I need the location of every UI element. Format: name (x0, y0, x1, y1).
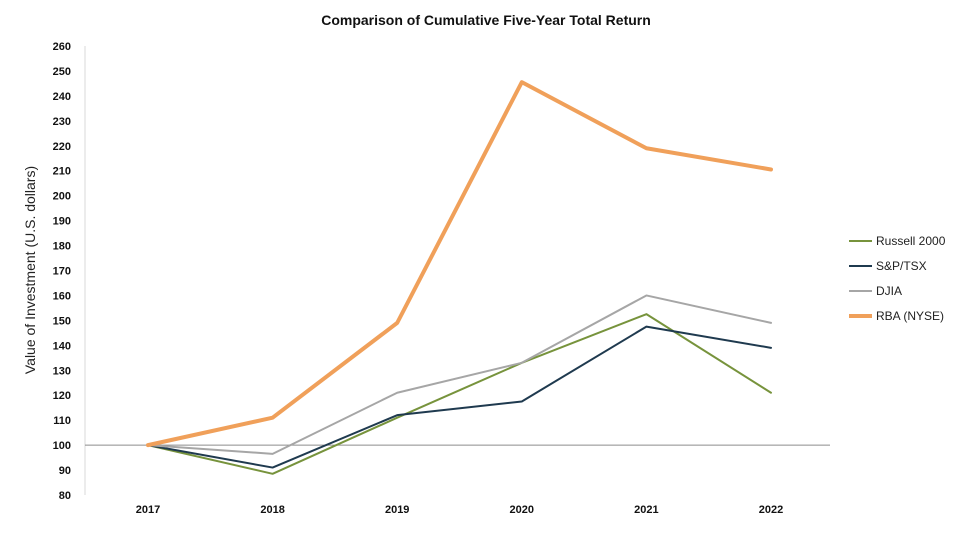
y-tick-label: 120 (53, 390, 71, 402)
y-tick-label: 210 (53, 166, 71, 178)
legend-label: RBA (NYSE) (876, 309, 944, 323)
y-tick-label: 180 (53, 241, 71, 253)
series-line-djia (147, 294, 772, 455)
y-tick-label: 230 (53, 116, 71, 128)
chart-title: Comparison of Cumulative Five-Year Total… (321, 12, 651, 28)
x-tick-label: 2021 (634, 504, 658, 516)
y-tick-label: 240 (53, 91, 71, 103)
y-tick-label: 160 (53, 290, 71, 302)
y-tick-label: 140 (53, 340, 71, 352)
legend: Russell 2000 S&P/TSX DJIA RBA (NYSE) (849, 234, 946, 323)
y-tick-label: 250 (53, 66, 71, 78)
y-tick-label: 80 (59, 490, 71, 502)
legend-label: DJIA (876, 284, 902, 298)
series-line-rba-nyse- (146, 80, 773, 448)
legend-label: Russell 2000 (876, 234, 946, 248)
y-tick-label: 170 (53, 266, 71, 278)
y-tick-label: 190 (53, 216, 71, 228)
x-tick-label: 2020 (510, 504, 534, 516)
y-tick-label: 260 (53, 41, 71, 53)
legend-label: S&P/TSX (876, 259, 927, 273)
x-tick-label: 2018 (260, 504, 284, 516)
y-tick-label: 110 (53, 415, 71, 427)
series-line-russell-2000 (147, 313, 772, 475)
series-group (146, 80, 773, 475)
y-tick-label: 100 (53, 440, 71, 452)
y-tick-label: 90 (59, 465, 71, 477)
x-tick-label: 2017 (136, 504, 160, 516)
y-tick-label: 130 (53, 365, 71, 377)
y-axis-label: Value of Investment (U.S. dollars) (22, 166, 38, 374)
y-tick-label: 200 (53, 191, 71, 203)
y-tick-labels: 80 90 100 110 120 130 140 150 160 170 180 190 200 210… (53, 41, 71, 502)
x-tick-label: 2022 (759, 504, 783, 516)
y-tick-label: 150 (53, 315, 71, 327)
y-tick-label: 220 (53, 141, 71, 153)
x-tick-labels: 2017 2018 2019 2020 2021 2022 (136, 504, 783, 516)
x-tick-label: 2019 (385, 504, 409, 516)
series-line-s-p-tsx (147, 325, 772, 469)
